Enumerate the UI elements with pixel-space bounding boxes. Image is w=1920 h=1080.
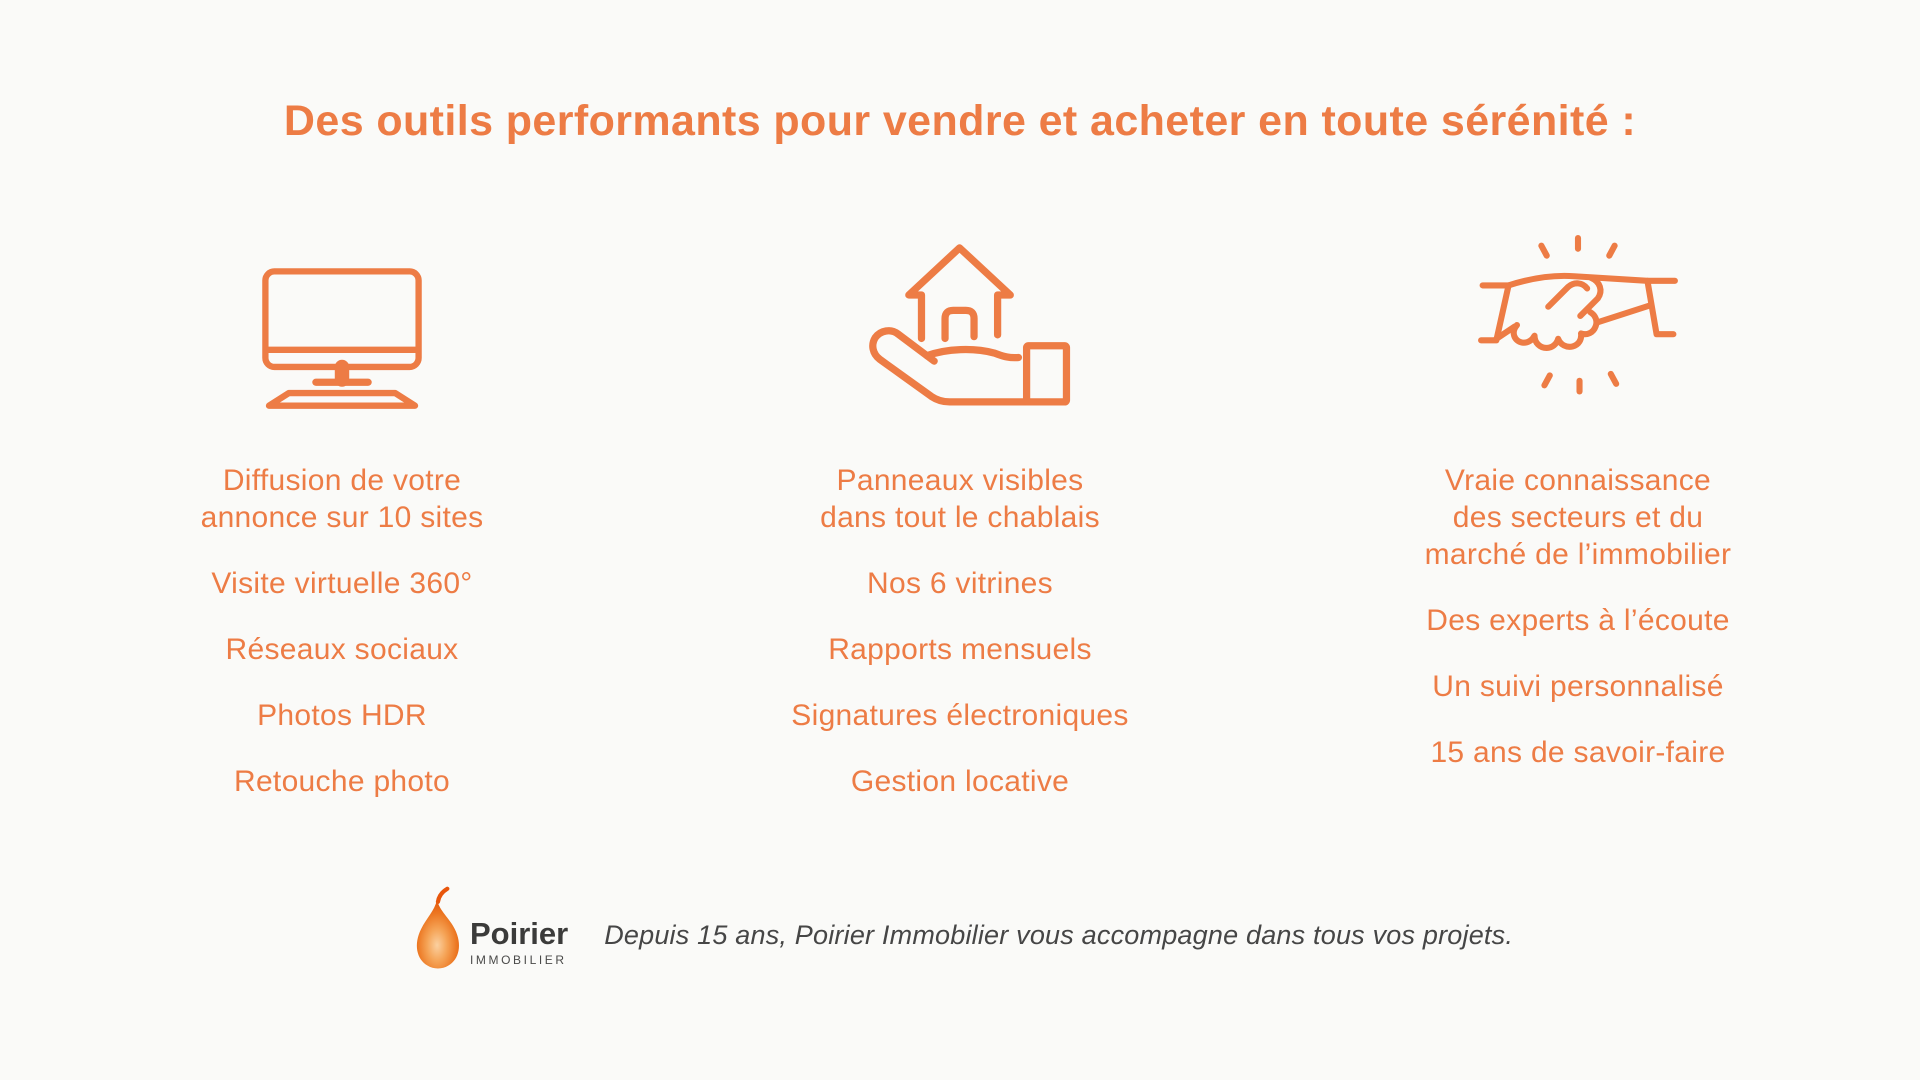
feature-list: Vraie connaissance des secteurs et du ma… (1425, 462, 1732, 771)
logo-name: Poirier (469, 916, 569, 951)
list-item: Des experts à l’écoute (1426, 604, 1730, 637)
pear-icon (416, 886, 459, 969)
handshake-icon-svg (1478, 235, 1678, 395)
poirier-logo: Poirier IMMOBILIER (407, 884, 568, 976)
page-title: Des outils performants pour vendre et ac… (283, 97, 1637, 145)
computer-monitor-icon-svg (262, 268, 422, 409)
list-item: 15 ans de savoir-faire (1430, 736, 1726, 769)
handshake-icon (1475, 208, 1681, 412)
list-item: Diffusion de votre annonce sur 10 sites (200, 464, 484, 534)
feature-columns: Diffusion de votre annonce sur 10 sites … (0, 208, 1920, 800)
column-visibility: Panneaux visibles dans tout le chablais … (730, 208, 1190, 800)
list-item: Rapports mensuels (828, 633, 1092, 666)
footer: Poirier IMMOBILIER Depuis 15 ans, Poirie… (0, 884, 1920, 976)
feature-list: Panneaux visibles dans tout le chablais … (791, 462, 1128, 800)
list-item: Photos HDR (257, 699, 427, 732)
footer-tagline: Depuis 15 ans, Poirier Immobilier vous a… (604, 919, 1514, 950)
list-item: Retouche photo (233, 765, 451, 798)
logo-wordmark: Poirier IMMOBILIER (469, 916, 569, 976)
column-expertise: Vraie connaissance des secteurs et du ma… (1348, 208, 1808, 800)
column-marketing: Diffusion de votre annonce sur 10 sites … (112, 208, 572, 800)
list-item: Signatures électroniques (791, 699, 1129, 732)
list-item: Réseaux sociaux (225, 633, 459, 666)
list-item: Gestion locative (850, 765, 1070, 798)
feature-list: Diffusion de votre annonce sur 10 sites … (201, 462, 484, 800)
logo-subtitle: IMMOBILIER (469, 953, 567, 967)
list-item: Nos 6 vitrines (867, 567, 1053, 600)
list-item: Vraie connaissance des secteurs et du ma… (1424, 464, 1732, 571)
house-in-hand-icon (849, 208, 1071, 412)
list-item: Panneaux visibles dans tout le chablais (820, 464, 1100, 534)
list-item: Visite virtuelle 360° (211, 567, 473, 600)
house-in-hand-icon-svg (869, 244, 1071, 406)
computer-monitor-icon (251, 208, 433, 412)
list-item: Un suivi personnalisé (1432, 670, 1724, 703)
